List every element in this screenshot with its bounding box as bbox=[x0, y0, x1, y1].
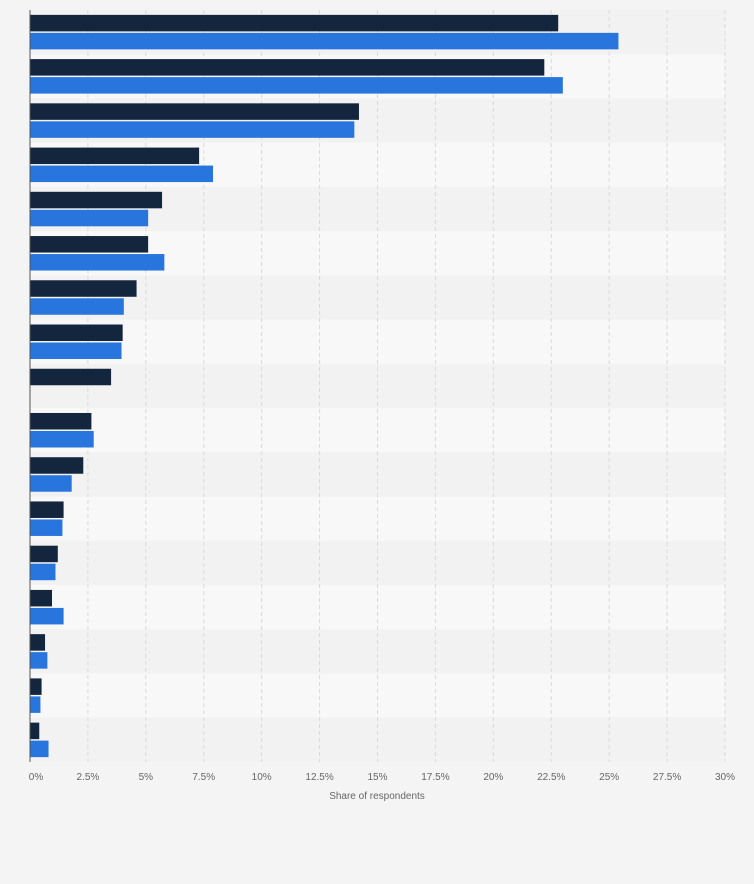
x-tick-label: 10% bbox=[252, 772, 272, 783]
bar-series-1 bbox=[30, 147, 200, 165]
bar-series-1 bbox=[30, 236, 149, 253]
bar-series-2 bbox=[30, 165, 214, 183]
gridlines bbox=[87, 10, 726, 762]
x-axis-label: Share of respondents bbox=[329, 791, 425, 802]
bar-series-1 bbox=[30, 59, 545, 76]
bar-series-2 bbox=[30, 563, 56, 581]
row-band bbox=[30, 363, 725, 409]
x-tick-labels: 0% 2.5% 5% 7.5% 10% 12.5% 15% 17.5% 20% 22.5% 25% 2… bbox=[29, 772, 735, 783]
bar-series-2 bbox=[30, 209, 149, 227]
bar-series-1 bbox=[30, 191, 163, 209]
bar-series-2 bbox=[30, 254, 165, 271]
bar-series-1 bbox=[30, 457, 84, 474]
bar-series-1 bbox=[30, 324, 123, 342]
x-tick-label: 17.5% bbox=[421, 772, 449, 783]
bar-series-1 bbox=[30, 678, 42, 695]
bar-series-1 bbox=[30, 14, 559, 32]
x-tick-label: 5% bbox=[139, 772, 154, 783]
bar-series-1 bbox=[30, 368, 112, 386]
bars bbox=[30, 14, 619, 758]
x-tick-label: 27.5% bbox=[653, 772, 681, 783]
bar-series-1 bbox=[30, 501, 64, 518]
bar-series-2 bbox=[30, 475, 72, 492]
bar-series-2 bbox=[30, 121, 355, 138]
bar-series-2 bbox=[30, 519, 63, 536]
bar-series-1 bbox=[30, 280, 137, 297]
x-tick-label: 0% bbox=[29, 772, 44, 783]
bar-series-1 bbox=[30, 412, 92, 430]
x-tick-label: 12.5% bbox=[305, 772, 333, 783]
x-tick-label: 22.5% bbox=[537, 772, 565, 783]
x-tick-label: 2.5% bbox=[77, 772, 100, 783]
bar-series-2 bbox=[30, 740, 49, 758]
bar-series-1 bbox=[30, 103, 359, 120]
x-tick-label: 15% bbox=[367, 772, 387, 783]
bar-series-1 bbox=[30, 634, 46, 651]
bar-series-1 bbox=[30, 545, 58, 563]
bar-series-1 bbox=[30, 722, 40, 740]
bar-series-2 bbox=[30, 607, 64, 625]
bar-series-2 bbox=[30, 77, 563, 94]
x-tick-label: 20% bbox=[483, 772, 503, 783]
bar-series-2 bbox=[30, 342, 122, 360]
x-tick-label: 7.5% bbox=[192, 772, 215, 783]
bar-series-1 bbox=[30, 589, 53, 607]
x-tick-label: 25% bbox=[599, 772, 619, 783]
bar-series-2 bbox=[30, 32, 619, 50]
bar-series-2 bbox=[30, 430, 94, 448]
bar-series-2 bbox=[30, 298, 124, 315]
bar-series-2 bbox=[30, 696, 41, 713]
bar-series-2 bbox=[30, 652, 48, 669]
x-tick-label: 30% bbox=[715, 772, 735, 783]
